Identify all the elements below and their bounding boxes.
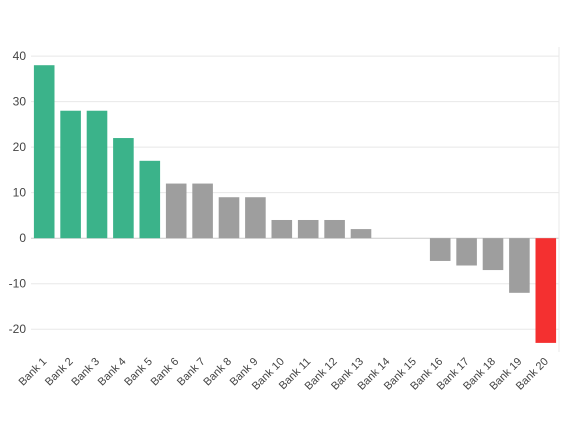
x-tick-label: Bank 6	[149, 356, 182, 389]
bar-7	[192, 183, 213, 239]
bar-12	[324, 219, 345, 239]
bar-6	[165, 183, 187, 239]
bar-4	[113, 138, 134, 239]
y-tick-label: 0	[19, 231, 26, 245]
bar-11	[297, 219, 319, 239]
x-tick-label: Bank 3	[69, 356, 102, 389]
bar-19	[509, 238, 530, 293]
y-tick-label: 10	[13, 186, 27, 200]
x-tick-label: Bank 5	[122, 356, 155, 389]
bar-13	[350, 229, 372, 239]
bar-16	[429, 238, 451, 261]
bar-20	[535, 238, 557, 343]
y-axis-ticks: 40 30 20 10 0 -10 -20	[9, 49, 27, 336]
x-tick-label: Bank 4	[96, 356, 129, 389]
bar-8	[218, 197, 240, 239]
bar-3	[86, 110, 108, 239]
bar-18	[482, 238, 504, 271]
y-tick-label: 40	[13, 49, 27, 63]
x-tick-label: Bank 7	[175, 356, 208, 389]
bar-5	[139, 160, 161, 239]
bar-9	[245, 197, 266, 239]
y-tick-label: 30	[13, 95, 27, 109]
bar-1	[33, 65, 55, 239]
x-tick-label: Bank 8	[201, 356, 234, 389]
y-tick-label: 20	[13, 140, 27, 154]
gridlines	[31, 47, 560, 352]
bar-2	[60, 110, 81, 239]
bar-10	[271, 219, 293, 239]
bar-17	[456, 238, 477, 266]
bars	[33, 65, 557, 343]
y-tick-label: -10	[9, 277, 27, 291]
x-tick-label: Bank 1	[17, 356, 50, 389]
x-tick-label: Bank 2	[43, 356, 76, 389]
y-tick-label: -20	[9, 322, 27, 336]
